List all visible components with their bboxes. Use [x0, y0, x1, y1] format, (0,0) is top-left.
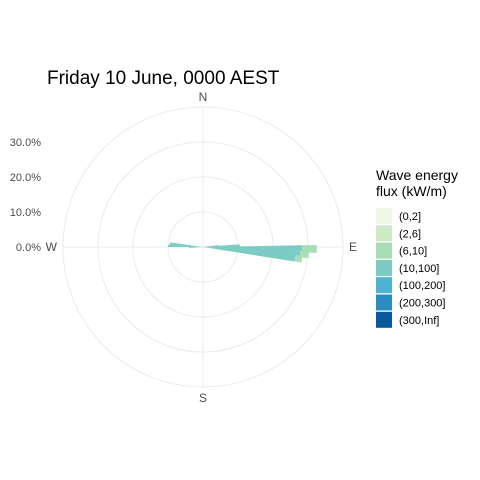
radial-tick-label: 10.0% [10, 207, 41, 219]
rose-bars [168, 242, 317, 263]
legend-label: (6,10] [399, 246, 427, 258]
legend-title: flux (kW/m) [376, 183, 447, 199]
direction-label-S: S [199, 391, 207, 405]
rose-bar-7-0 [189, 247, 203, 248]
legend-label: (2,6] [399, 228, 421, 240]
legend-swatch [376, 259, 392, 276]
radial-tick-label: 20.0% [10, 172, 41, 184]
direction-labels: N E S W [46, 90, 357, 405]
legend-swatch [376, 225, 392, 242]
legend-label: (300,Inf] [399, 315, 439, 327]
radial-tick-labels: 0.0% 10.0% 20.0% 30.0% [10, 137, 41, 254]
legend-swatch [376, 311, 392, 328]
legend-label: (200,300] [399, 298, 445, 310]
rose-bar-5-0 [168, 244, 203, 247]
rose-bar-4-0 [203, 245, 219, 247]
legend-title: Wave energy [376, 167, 458, 183]
legend-swatch [376, 208, 392, 224]
direction-label-E: E [349, 240, 357, 254]
legend-label: (100,200] [399, 280, 445, 292]
legend-label: (10,100] [399, 263, 439, 275]
radial-tick-label: 0.0% [16, 242, 41, 254]
direction-label-W: W [46, 240, 58, 254]
legend-swatch [376, 242, 392, 259]
legend-swatch [376, 277, 392, 294]
legend-label: (0,2] [399, 211, 421, 223]
rose-bar-2-1 [294, 255, 303, 263]
direction-label-N: N [199, 90, 208, 104]
radial-tick-label: 30.0% [10, 137, 41, 149]
rose-bar-6-0 [169, 242, 203, 247]
legend-swatch [376, 294, 392, 311]
rose-bar-2-0 [203, 247, 296, 262]
chart-title: Friday 10 June, 0000 AEST [47, 68, 280, 89]
